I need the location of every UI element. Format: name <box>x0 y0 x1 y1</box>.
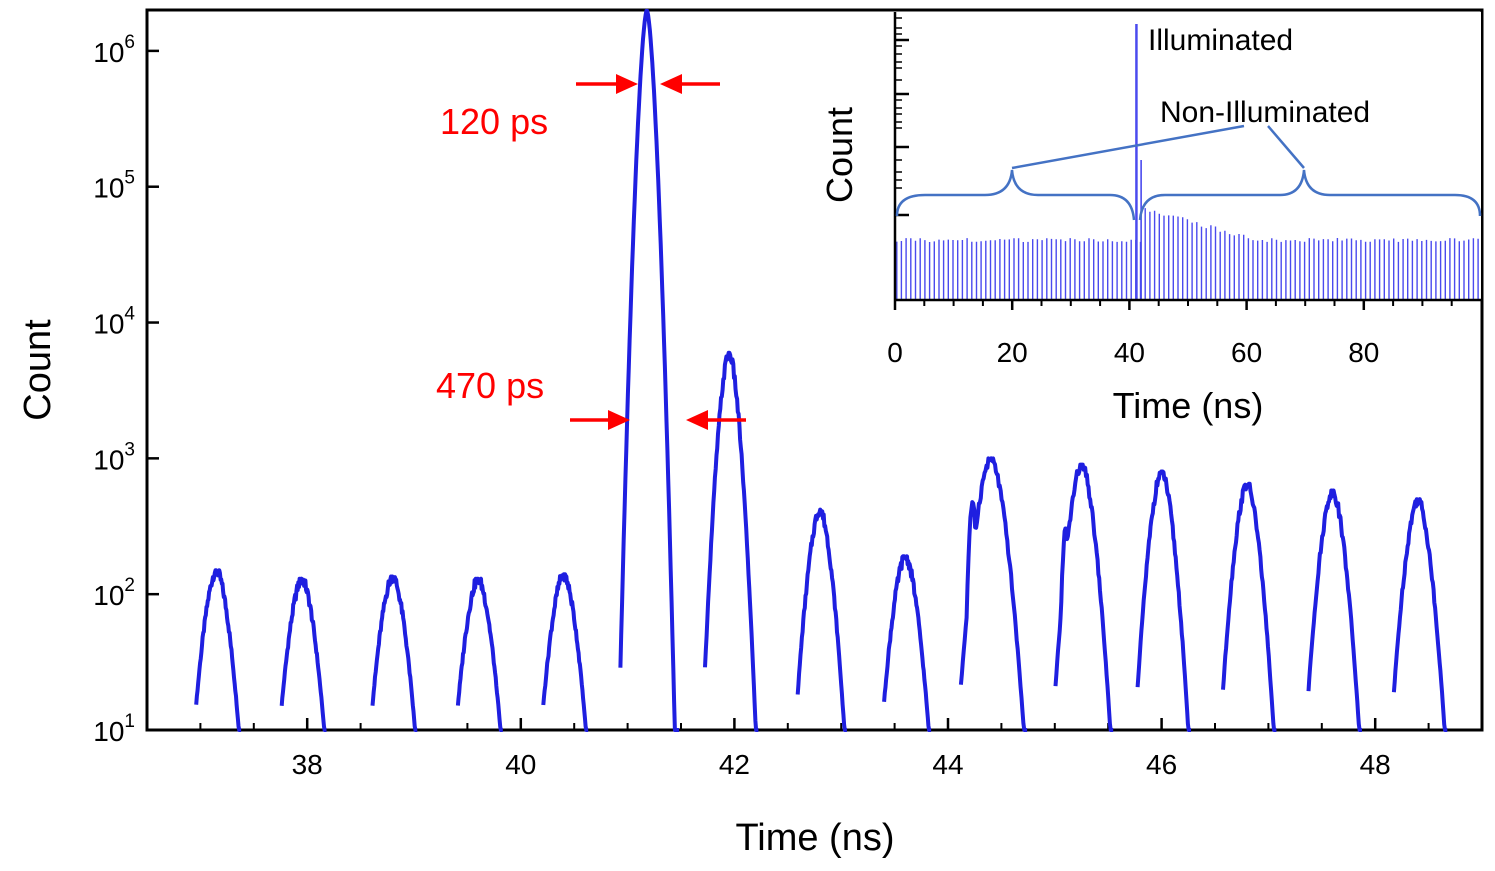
inset-x-tick-label: 20 <box>997 337 1028 368</box>
main-x-tick-label: 42 <box>719 749 750 780</box>
arrow-120ps-right-head <box>660 74 682 94</box>
main-y-tick-label: 106 <box>93 32 135 68</box>
main-peak-9 <box>958 456 1029 732</box>
inset-series <box>896 24 1479 300</box>
main-peak-1 <box>279 576 328 732</box>
main-x-axis-title: Time (ns) <box>735 817 894 859</box>
main-y-tick-label: 101 <box>93 711 135 747</box>
main-peak-13 <box>1306 488 1364 732</box>
inset-x-tick-label: 80 <box>1348 337 1379 368</box>
inset-annotation-illuminated: Illuminated <box>1148 24 1293 57</box>
main-x-tick-label: 44 <box>932 749 963 780</box>
main-peak-7 <box>795 507 849 732</box>
main-plot-frame <box>145 8 1484 732</box>
arrow-470ps-left-head <box>608 410 630 430</box>
main-peak-12 <box>1221 481 1278 732</box>
main-y-ticks: 101 102 103 104 105 106 <box>93 32 159 747</box>
brace-right <box>1138 169 1482 221</box>
inset-braces <box>895 124 1482 221</box>
main-y-tick-label: 102 <box>93 575 135 611</box>
inset-y-ticks <box>895 17 909 217</box>
main-peak-14 <box>1391 497 1449 732</box>
main-x-tick-label: 46 <box>1146 749 1177 780</box>
main-peak-11 <box>1135 469 1193 732</box>
pointer-right <box>1267 125 1305 169</box>
inset-x-ticks: 0 20 40 60 80 <box>887 300 1453 368</box>
main-x-ticks: 38 40 42 44 46 48 <box>146 718 1483 780</box>
main-peak-0 <box>194 568 243 732</box>
fwhm-annotation-120ps: 120 ps <box>440 74 720 142</box>
inset-y-axis-title: Count <box>819 107 860 203</box>
main-y-tick-label: 105 <box>93 168 135 204</box>
main-peak-5 <box>618 8 681 732</box>
annotation-120ps-label: 120 ps <box>440 101 548 142</box>
main-x-tick-label: 48 <box>1360 749 1391 780</box>
main-peak-8 <box>882 554 933 732</box>
arrow-470ps-right-head <box>686 410 708 430</box>
inset-x-tick-label: 40 <box>1114 337 1145 368</box>
inset-x-axis-title: Time (ns) <box>1113 385 1264 426</box>
brace-left <box>895 169 1136 221</box>
main-y-tick-label: 104 <box>93 304 135 340</box>
main-y-axis-title: Count <box>17 319 59 421</box>
arrow-120ps-left-head <box>616 74 638 94</box>
inset-pulse-trains <box>896 208 1479 300</box>
inset-x-tick-label: 60 <box>1231 337 1262 368</box>
annotation-470ps-label: 470 ps <box>436 365 544 406</box>
pointer-left <box>1011 124 1245 170</box>
main-peak-2 <box>370 574 419 732</box>
main-peak-3 <box>455 576 505 732</box>
fwhm-annotation-470ps: 470 ps <box>436 365 746 430</box>
main-peak-4 <box>541 572 590 732</box>
main-plot: 38 40 42 44 46 48 101 102 103 104 105 106 Time (ns… <box>17 8 1484 859</box>
main-peak-10 <box>1053 462 1115 732</box>
inset-plot: 0 20 40 60 80 Time (ns) Count Illuminated No… <box>819 12 1482 426</box>
inset-x-tick-label: 0 <box>887 337 903 368</box>
main-x-tick-label: 40 <box>505 749 536 780</box>
main-peak-6 <box>703 350 760 732</box>
main-y-tick-label: 103 <box>93 439 135 475</box>
main-x-tick-label: 38 <box>292 749 323 780</box>
main-series <box>194 8 1449 732</box>
inset-annotation-non-illuminated: Non-Illuminated <box>1160 96 1370 129</box>
